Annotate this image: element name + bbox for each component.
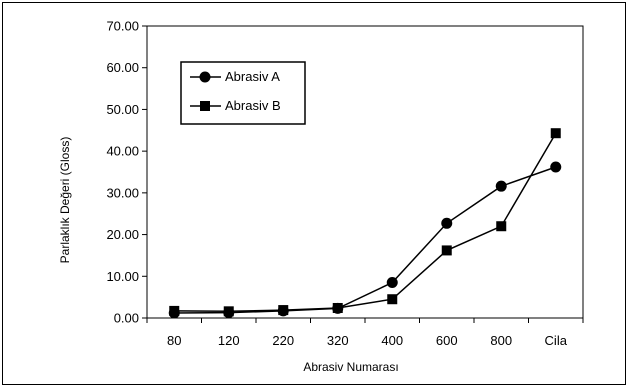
legend-marker-abrasiv-b bbox=[200, 101, 210, 111]
legend-item-abrasiv-a: Abrasiv A bbox=[190, 69, 280, 84]
series-line-abrasiv-a bbox=[174, 166, 557, 314]
series-abrasiv-b bbox=[169, 128, 561, 317]
x-tick-label: 120 bbox=[218, 333, 240, 348]
data-point-abrasiv-a bbox=[441, 217, 453, 229]
x-tick-label: 320 bbox=[327, 333, 349, 348]
series-line-abrasiv-b bbox=[174, 132, 557, 313]
y-tick-label: 0.00 bbox=[114, 311, 139, 326]
legend-item-abrasiv-b: Abrasiv B bbox=[190, 98, 281, 113]
y-axis: 0.00 10.00 20.00 30.00 40.00 50.00 60.00 70.00 bbox=[106, 19, 147, 326]
x-tick-label: 80 bbox=[167, 333, 181, 348]
y-tick-label: 10.00 bbox=[106, 269, 139, 284]
y-tick-label: 30.00 bbox=[106, 185, 139, 200]
data-point-abrasiv-b bbox=[496, 221, 507, 232]
data-point-abrasiv-a bbox=[550, 161, 562, 173]
data-point-abrasiv-b bbox=[387, 294, 398, 305]
x-tick-label: Cila bbox=[545, 333, 568, 348]
data-point-abrasiv-a bbox=[386, 277, 398, 289]
data-point-abrasiv-b bbox=[278, 305, 289, 316]
y-axis-title: Parlaklık Değeri (Gloss) bbox=[58, 137, 72, 264]
data-point-abrasiv-b bbox=[332, 302, 343, 313]
data-point-abrasiv-b bbox=[223, 306, 234, 317]
x-tick-label: 220 bbox=[272, 333, 294, 348]
legend-box bbox=[180, 61, 306, 125]
data-point-abrasiv-a bbox=[495, 180, 507, 192]
data-point-abrasiv-b bbox=[169, 305, 180, 316]
x-tick-label: 400 bbox=[381, 333, 403, 348]
x-tick-label: 800 bbox=[490, 333, 512, 348]
x-axis: 80 120 220 320 400 600 800 Cila bbox=[146, 318, 584, 348]
y-tick-label: 40.00 bbox=[106, 144, 139, 159]
legend-marker-abrasiv-a bbox=[199, 71, 211, 83]
legend-label-abrasiv-a: Abrasiv A bbox=[225, 69, 280, 84]
y-tick-label: 60.00 bbox=[106, 60, 139, 75]
x-axis-title: Abrasiv Numarası bbox=[303, 360, 398, 374]
y-tick-label: 50.00 bbox=[106, 102, 139, 117]
data-point-abrasiv-b bbox=[550, 128, 561, 139]
y-tick-label: 20.00 bbox=[106, 227, 139, 242]
legend-label-abrasiv-b: Abrasiv B bbox=[225, 98, 281, 113]
legend: Abrasiv A Abrasiv B bbox=[180, 61, 306, 125]
y-tick-label: 70.00 bbox=[106, 19, 139, 34]
series-layer bbox=[168, 128, 562, 319]
data-point-abrasiv-b bbox=[441, 245, 452, 256]
x-tick-label: 600 bbox=[436, 333, 458, 348]
